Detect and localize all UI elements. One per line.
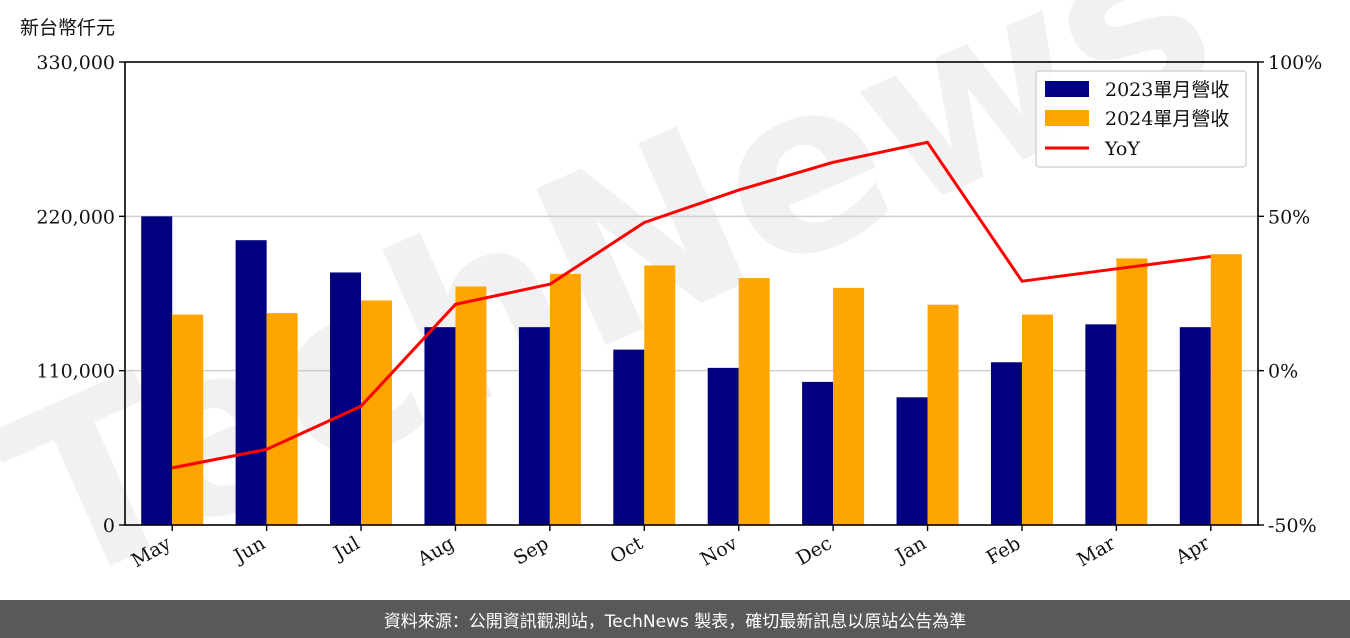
- x-tick-label-dec: Dec: [792, 532, 835, 570]
- revenue-chart: 新台幣仟元 TechNews 0110,000220,000330,000-50…: [0, 0, 1322, 638]
- bar-2023-oct: [613, 349, 645, 525]
- y2-tick-label: -50%: [1268, 515, 1317, 537]
- bar-2023-mar: [1085, 324, 1117, 525]
- y2-tick-label: 100%: [1268, 52, 1322, 74]
- y2-tick-label: 0%: [1268, 361, 1298, 383]
- x-tick-label-jan: Jan: [890, 532, 930, 568]
- bar-2023-feb: [990, 362, 1022, 525]
- legend-label-2: YoY: [1104, 138, 1140, 160]
- y-tick-label: 330,000: [36, 52, 115, 74]
- bar-2024-nov: [738, 278, 770, 525]
- bar-2024-sep: [549, 273, 581, 525]
- bar-2024-jul: [361, 300, 393, 525]
- chart-area: 新台幣仟元 TechNews 0 110,000 220,000 330,000 -50…: [0, 0, 1322, 638]
- plot-frame: [124, 61, 1259, 526]
- bar-2023-aug: [424, 327, 456, 525]
- legend-swatch-0: [1045, 81, 1089, 97]
- bar-2024-apr: [1210, 254, 1242, 525]
- gridlines: [125, 215, 1258, 372]
- x-tick-label-aug: Aug: [413, 532, 458, 571]
- legend-swatch-1: [1045, 110, 1089, 126]
- bar-2023-may: [141, 216, 173, 526]
- bar-2023-jul: [330, 272, 362, 525]
- bar-2023-dec: [802, 381, 834, 525]
- x-tick-label-oct: Oct: [606, 532, 647, 568]
- bar-2024-jan: [927, 304, 959, 525]
- x-tick-label-apr: Apr: [1171, 532, 1214, 569]
- bar-2024-feb: [1021, 314, 1053, 525]
- bar-2024-may: [172, 314, 204, 525]
- bar-2024-mar: [1116, 258, 1148, 525]
- legend: 2023單月營收 2024單月營收 YoY: [1035, 70, 1247, 168]
- bar-2024-oct: [644, 265, 676, 525]
- bar-2023-apr: [1179, 327, 1211, 525]
- y-tick-label: 0: [103, 515, 115, 537]
- bar-2024-dec: [833, 287, 865, 525]
- y-tick-label: 110,000: [36, 361, 115, 383]
- x-tick-label-nov: Nov: [697, 532, 742, 571]
- yoy-line-series: [171, 140, 1211, 470]
- legend-label-0: 2023單月營收: [1105, 79, 1229, 101]
- bar-2024-aug: [455, 286, 487, 525]
- yoy-line: [171, 140, 1211, 470]
- x-tick-label-jul: Jul: [328, 532, 363, 565]
- y-axis-unit-label: 新台幣仟元: [20, 17, 115, 39]
- bar-2023-jan: [896, 397, 928, 525]
- legend-label-1: 2024單月營收: [1105, 108, 1229, 130]
- y-tick-label: 220,000: [36, 206, 115, 228]
- bar-2024-jun: [266, 313, 298, 525]
- bar-series: [141, 216, 1242, 526]
- bar-2023-sep: [518, 327, 550, 525]
- source-footer: 資料來源：公開資訊觀測站，TechNews 製表，確切最新訊息以原站公告為準: [0, 600, 1350, 638]
- x-tick-label-mar: Mar: [1073, 532, 1119, 571]
- bar-2023-jun: [235, 240, 267, 525]
- bar-2023-nov: [707, 367, 739, 525]
- x-tick-label-feb: Feb: [983, 532, 1025, 569]
- y2-tick-label: 50%: [1268, 206, 1310, 228]
- x-tick-label-sep: Sep: [510, 532, 553, 569]
